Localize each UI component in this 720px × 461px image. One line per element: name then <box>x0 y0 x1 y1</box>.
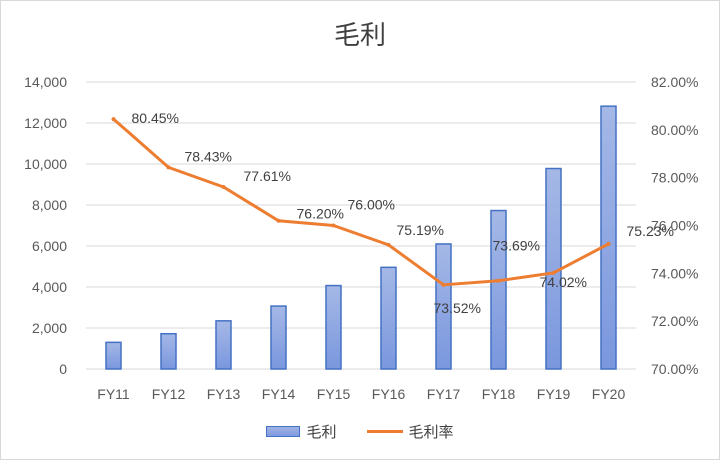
bar[interactable] <box>600 105 617 370</box>
x-tick-label: FY16 <box>372 386 406 402</box>
legend-item-line[interactable]: 毛利率 <box>366 421 454 442</box>
y-right-tick-label: 70.00% <box>651 361 698 377</box>
margin-line[interactable] <box>112 117 610 287</box>
y-left-tick-label: 10,000 <box>24 156 67 172</box>
x-tick-label: FY18 <box>482 386 516 402</box>
x-tick-label: FY11 <box>97 386 130 402</box>
margin-point[interactable] <box>441 282 446 287</box>
bar[interactable] <box>325 284 342 370</box>
x-tick-label: FY20 <box>592 386 626 402</box>
x-tick-label: FY14 <box>262 386 296 402</box>
bar[interactable] <box>490 209 507 370</box>
margin-point[interactable] <box>276 218 281 223</box>
y-right-tick-label: 80.00% <box>651 122 698 138</box>
legend-item-bar[interactable]: 毛利 <box>266 421 337 442</box>
y-right-tick-label: 74.00% <box>651 265 698 281</box>
legend-line-label: 毛利率 <box>408 423 454 441</box>
data-label: 74.02% <box>540 274 587 290</box>
bar[interactable] <box>160 332 177 370</box>
data-label: 73.69% <box>493 238 540 254</box>
data-label: 73.52% <box>434 300 481 316</box>
data-label: 75.23% <box>627 223 674 239</box>
margin-point[interactable] <box>386 242 391 247</box>
x-tick-label: FY15 <box>317 386 351 402</box>
margin-point[interactable] <box>496 278 501 283</box>
y-left-tick-label: 6,000 <box>32 238 67 254</box>
bar[interactable] <box>215 320 232 370</box>
y-left-tick-label: 2,000 <box>32 320 67 336</box>
y-left-tick-label: 12,000 <box>24 115 67 131</box>
data-label: 77.61% <box>244 168 291 184</box>
y-left-tick-label: 14,000 <box>24 74 67 90</box>
y-right-tick-label: 78.00% <box>651 170 698 186</box>
legend: 毛利 毛利率 <box>1 421 719 442</box>
margin-point[interactable] <box>551 270 556 275</box>
y-right-tick-label: 82.00% <box>651 74 698 90</box>
x-tick-label: FY19 <box>537 386 571 402</box>
y-left-tick-label: 0 <box>59 361 67 377</box>
bar[interactable] <box>435 243 452 370</box>
x-tick-label: FY17 <box>427 386 461 402</box>
margin-point[interactable] <box>331 223 336 228</box>
bar[interactable] <box>380 266 397 370</box>
margin-point[interactable] <box>606 241 611 246</box>
bar[interactable] <box>270 305 287 370</box>
margin-point[interactable] <box>221 184 226 189</box>
chart-title: 毛利 <box>333 21 386 51</box>
x-tick-label: FY12 <box>152 386 186 402</box>
data-label: 76.00% <box>348 197 395 213</box>
legend-line-swatch <box>366 430 403 433</box>
legend-bar-label: 毛利 <box>306 423 337 441</box>
margin-point[interactable] <box>166 165 171 170</box>
data-label: 76.20% <box>297 206 344 222</box>
y-right-tick-label: 72.00% <box>651 313 698 329</box>
margin-point[interactable] <box>111 117 116 122</box>
x-tick-label: FY13 <box>207 386 241 402</box>
y-right-tick-label: 76.00% <box>651 218 698 234</box>
legend-bar-swatch <box>266 426 301 437</box>
y-left-tick-label: 4,000 <box>32 279 67 295</box>
bar[interactable] <box>105 341 122 370</box>
data-label: 80.45% <box>132 110 179 126</box>
y-left-tick-label: 8,000 <box>32 197 67 213</box>
data-label: 75.19% <box>397 222 444 238</box>
data-label: 78.43% <box>185 148 232 164</box>
